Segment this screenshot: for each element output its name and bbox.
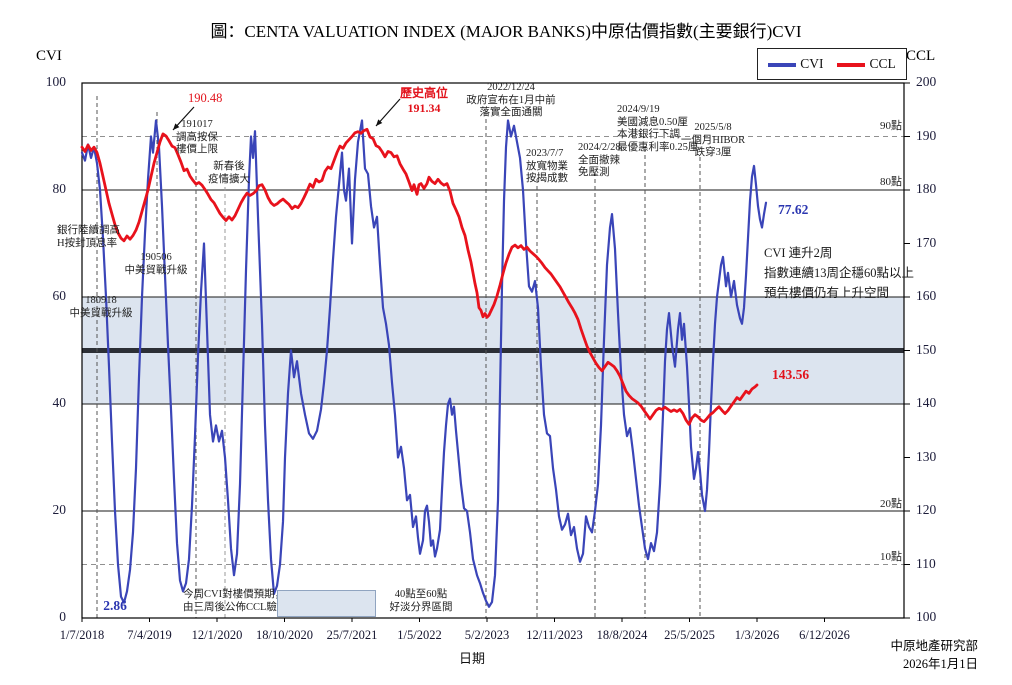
label-latest-cvi: 77.62	[778, 202, 809, 217]
y-right-tick-190: 190	[916, 127, 937, 143]
y-right-tick-160: 160	[916, 288, 937, 303]
annotation-band-label: 40點至60點 好淡分界區間	[389, 589, 453, 613]
y-left-tick-20: 20	[52, 502, 67, 517]
x-tick-7: 12/11/2023	[526, 628, 583, 642]
source-date: 2026年1月1日	[902, 657, 978, 671]
source-org: 中原地產研究部	[890, 639, 978, 653]
y-right-tick-100: 100	[916, 609, 937, 624]
chart-title: 圖：CENTA VALUATION INDEX (MAJOR BANKS)中原估…	[210, 22, 802, 41]
annotation-forecast-note: 今周CVI對樓價預期， 由三周後公佈CCL驗證	[183, 589, 288, 613]
source-note: 中原地產研究部 2026年1月1日	[890, 637, 978, 673]
x-tick-8: 18/8/2024	[596, 628, 648, 642]
legend-item-cvi: CVI	[768, 56, 823, 72]
y-right-tick-140: 140	[916, 395, 937, 410]
annotation-191017: 191017 調高按保 樓價上限	[176, 119, 218, 155]
annotation-190506: 190506 中美貿戰升級	[124, 252, 188, 276]
y-right-tick-120: 120	[916, 502, 937, 517]
y-right-tick-170: 170	[916, 234, 937, 250]
x-tick-1: 7/4/2019	[127, 628, 172, 642]
label-latest-ccl: 143.56	[772, 367, 810, 382]
y-left-tick-100: 100	[45, 74, 66, 89]
x-tick-10: 1/3/2026	[734, 628, 780, 642]
label-cvi-low: 2.86	[103, 598, 127, 613]
x-tick-11: 6/12/2026	[799, 628, 850, 642]
marker-20pt: 20點	[880, 498, 902, 510]
x-tick-9: 25/5/2025	[664, 628, 715, 642]
y-left-axis-title: CVI	[36, 48, 62, 64]
annotation-20250508: 2025/5/8 一個月HIBOR 跌穿3厘	[680, 122, 746, 158]
annotation-bank-cap-rate: 銀行陸續調高 H按封頂息率	[57, 225, 120, 249]
y-left-tick-60: 60	[52, 288, 67, 303]
y-right-tick-150: 150	[916, 341, 937, 357]
annotation-20221224: 2022/12/24 政府宣布在1月中前 落實全面通關	[466, 82, 556, 118]
annotation-record-high-191.34: 歷史高位 191.34	[399, 86, 448, 115]
y-right-tick-200: 200	[916, 74, 937, 89]
marker-80pt: 80點	[880, 176, 902, 188]
legend-label-ccl: CCL	[869, 56, 896, 71]
y-right-tick-130: 130	[916, 448, 937, 464]
y-left-tick-80: 80	[52, 181, 67, 196]
annotation-20240919: 2024/9/19 美國減息0.50厘 本港銀行下調 最優惠利率0.25厘	[617, 104, 699, 153]
legend-item-ccl: CCL	[837, 56, 896, 72]
y-left-tick-40: 40	[52, 395, 67, 410]
x-tick-2: 12/1/2020	[191, 628, 243, 642]
band-swatch	[277, 590, 376, 617]
cvi-line-swatch	[768, 63, 797, 67]
ccl-line-swatch	[837, 63, 866, 67]
x-tick-4: 25/7/2021	[326, 628, 378, 642]
annotation-180918: 180918 中美貿戰升級	[69, 295, 133, 319]
marker-10pt: 10點	[880, 551, 902, 563]
annotation-ccl-190.48: 190.48	[188, 91, 223, 105]
annotation-20230707: 2023/7/7 放寬物業 按揭成數	[526, 148, 568, 184]
y-right-tick-110: 110	[916, 555, 936, 571]
marker-90pt: 90點	[880, 120, 902, 132]
y-right-axis-title: CCL	[906, 48, 936, 64]
x-tick-6: 5/2/2023	[464, 628, 510, 642]
annotation-epidemic: 新春後 疫情擴大	[208, 161, 250, 185]
legend-label-cvi: CVI	[800, 56, 824, 71]
x-tick-0: 1/7/2018	[59, 628, 105, 642]
x-tick-5: 1/5/2022	[397, 628, 442, 642]
annotation-20240228: 2024/2/28 全面撤辣 免壓測	[578, 142, 621, 178]
legend: CVI CCL	[757, 48, 907, 80]
annotation-cvi-comment: CVI 連升2周 指數連續13周企穩60點以上 預告樓價仍有上升空間	[764, 246, 915, 300]
y-right-tick-180: 180	[916, 181, 937, 196]
y-left-tick-0: 0	[59, 609, 66, 624]
x-tick-3: 18/10/2020	[256, 628, 313, 642]
x-axis-title: 日期	[459, 651, 486, 666]
